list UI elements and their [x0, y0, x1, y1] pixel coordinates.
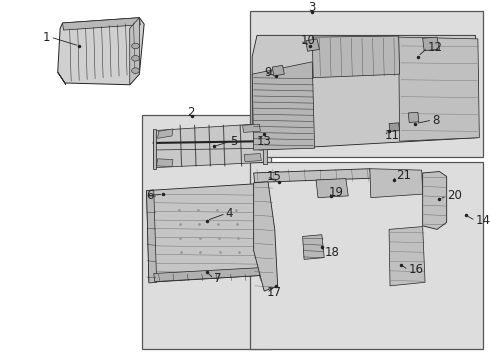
- Text: 20: 20: [447, 189, 462, 202]
- Polygon shape: [252, 62, 315, 150]
- Text: 17: 17: [267, 287, 282, 300]
- Circle shape: [132, 68, 139, 73]
- Polygon shape: [147, 190, 157, 283]
- Polygon shape: [254, 169, 371, 183]
- Text: 7: 7: [214, 272, 221, 285]
- Polygon shape: [154, 123, 264, 168]
- Polygon shape: [389, 123, 400, 131]
- Text: 5: 5: [231, 135, 238, 148]
- Text: 2: 2: [187, 106, 195, 119]
- Text: 3: 3: [309, 1, 316, 14]
- Text: 1: 1: [43, 31, 50, 44]
- Polygon shape: [243, 124, 260, 132]
- Polygon shape: [154, 267, 264, 282]
- Bar: [250, 11, 483, 157]
- Bar: [142, 115, 271, 349]
- Text: 14: 14: [475, 214, 490, 227]
- Text: 6: 6: [147, 189, 154, 202]
- Polygon shape: [63, 18, 140, 30]
- Polygon shape: [58, 72, 66, 85]
- Polygon shape: [370, 169, 423, 198]
- Polygon shape: [423, 171, 447, 229]
- Polygon shape: [158, 129, 173, 138]
- Text: 9: 9: [264, 66, 272, 79]
- Polygon shape: [306, 39, 319, 51]
- Circle shape: [132, 55, 139, 61]
- Text: 15: 15: [267, 170, 281, 183]
- Polygon shape: [423, 37, 440, 50]
- Text: 18: 18: [324, 246, 339, 259]
- Polygon shape: [58, 18, 144, 85]
- Polygon shape: [272, 66, 284, 76]
- Polygon shape: [147, 184, 264, 282]
- Polygon shape: [408, 112, 419, 122]
- Polygon shape: [244, 153, 261, 162]
- Bar: [250, 162, 483, 349]
- Polygon shape: [399, 37, 479, 141]
- Text: 10: 10: [300, 34, 315, 47]
- Text: 12: 12: [427, 41, 442, 54]
- Polygon shape: [303, 235, 324, 259]
- Polygon shape: [263, 123, 267, 164]
- Text: 4: 4: [226, 207, 233, 220]
- Polygon shape: [130, 18, 139, 85]
- Polygon shape: [252, 35, 478, 150]
- Text: 13: 13: [257, 135, 272, 148]
- Polygon shape: [389, 226, 425, 286]
- Text: 8: 8: [432, 113, 440, 126]
- Text: 21: 21: [396, 169, 411, 182]
- Polygon shape: [312, 36, 400, 78]
- Polygon shape: [153, 129, 156, 170]
- Circle shape: [132, 43, 139, 49]
- Text: 16: 16: [408, 264, 423, 276]
- Text: 19: 19: [329, 186, 344, 199]
- Polygon shape: [157, 159, 173, 167]
- Polygon shape: [316, 179, 348, 198]
- Polygon shape: [254, 182, 278, 291]
- Text: 11: 11: [384, 129, 399, 143]
